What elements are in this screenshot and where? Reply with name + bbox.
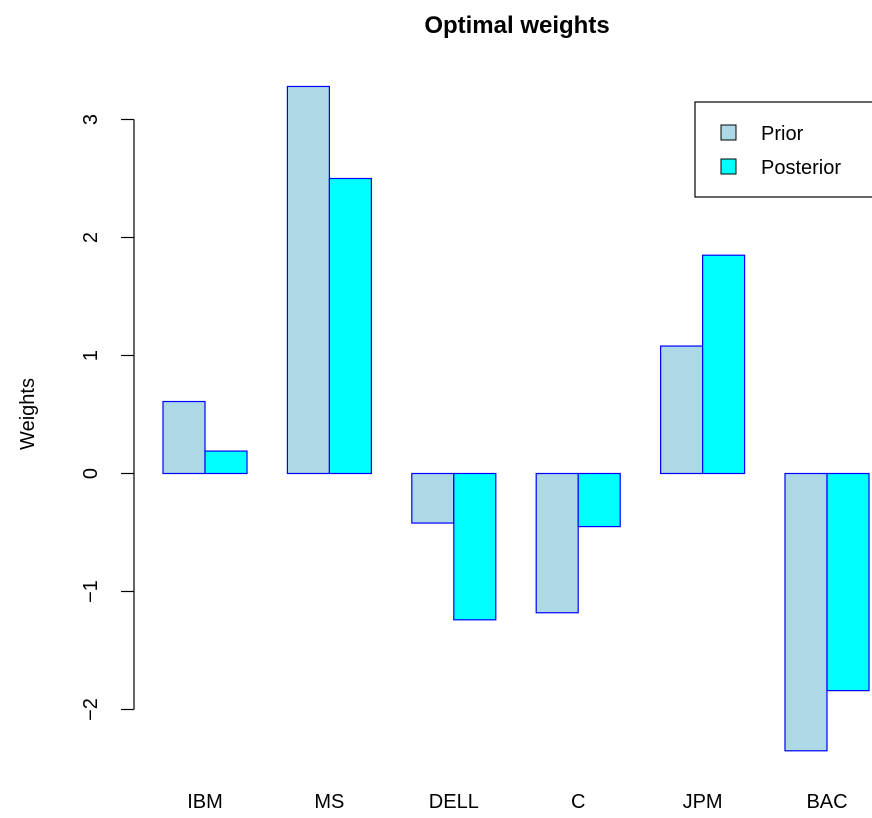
bar-posterior-ibm — [204, 450, 248, 475]
bar-prior-bac — [784, 472, 828, 752]
bar-prior-ibm — [162, 400, 206, 475]
bar-posterior-c — [577, 472, 621, 528]
y-tick-label: 1 — [80, 350, 102, 361]
y-tick-label: −1 — [80, 580, 102, 603]
bar-posterior-dell — [453, 472, 497, 621]
y-tick-label: −2 — [80, 698, 102, 721]
legend-label-posterior: Posterior — [761, 157, 841, 179]
bar-posterior-ms — [328, 177, 372, 475]
bars — [162, 85, 870, 752]
y-axis: −2 −1 0 1 2 3 — [80, 114, 135, 721]
chart-title: Optimal weights — [424, 12, 609, 39]
y-tick-label: 3 — [80, 114, 102, 125]
bar-posterior-jpm — [701, 254, 746, 475]
category-labels: IBM MS DELL C JPM BAC — [187, 791, 847, 813]
legend-label-prior: Prior — [761, 123, 804, 145]
bar-prior-jpm — [659, 345, 704, 475]
category-label: C — [571, 791, 585, 813]
category-label: JPM — [683, 791, 723, 813]
legend-swatch-posterior — [720, 158, 737, 175]
category-label: BAC — [806, 791, 847, 813]
legend: Prior Posterior — [694, 101, 872, 198]
y-tick-label: 2 — [80, 232, 102, 243]
category-label: IBM — [187, 791, 223, 813]
category-label: DELL — [429, 791, 479, 813]
bar-prior-c — [535, 472, 579, 614]
bar-prior-ms — [286, 85, 330, 475]
y-axis-label: Weights — [17, 378, 39, 450]
legend-swatch-prior — [720, 124, 737, 141]
category-label: MS — [314, 791, 344, 813]
bar-posterior-bac — [826, 472, 870, 692]
bar-prior-dell — [411, 472, 455, 524]
legend-box — [694, 101, 872, 198]
y-tick-label: 0 — [80, 468, 102, 479]
